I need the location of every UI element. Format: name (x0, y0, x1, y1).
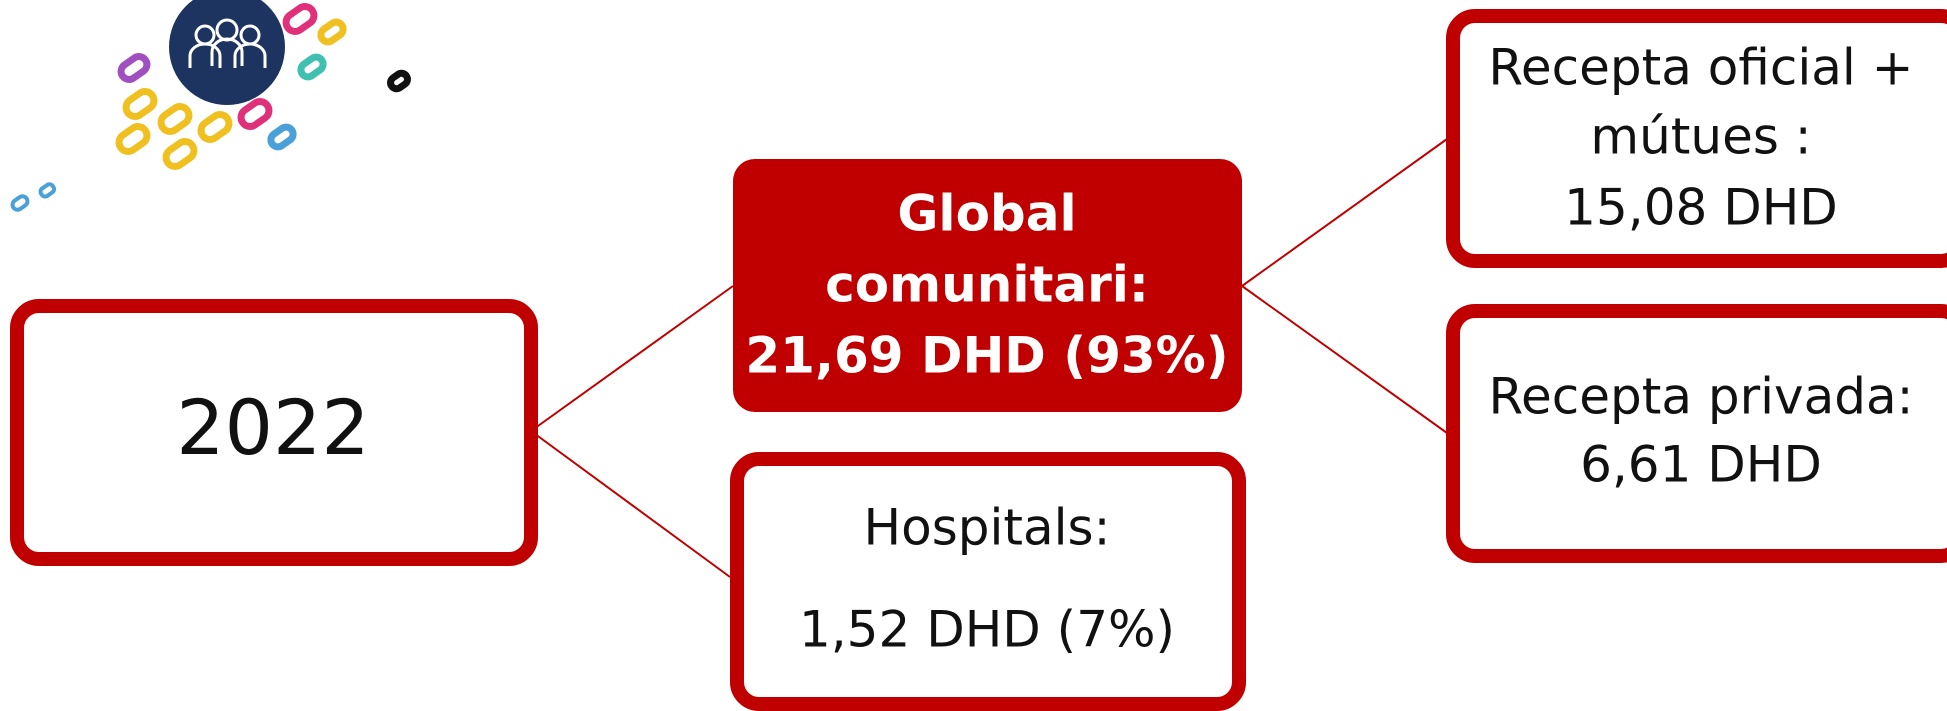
connector (1242, 286, 1447, 433)
node-label: 6,61 DHD (1580, 436, 1822, 494)
node-box (737, 459, 1239, 704)
node-recepta-privada: Recepta privada: 6,61 DHD (1453, 311, 1947, 556)
node-label: 1,52 DHD (7%) (799, 601, 1175, 659)
node-recepta-oficial: Recepta oficial + mútues : 15,08 DHD (1453, 16, 1947, 261)
node-label: 15,08 DHD (1564, 179, 1838, 237)
node-hospitals: Hospitals: 1,52 DHD (7%) (737, 459, 1239, 704)
node-label: Recepta privada: (1488, 368, 1913, 426)
node-label: Recepta oficial + (1488, 39, 1913, 97)
node-2022: 2022 (17, 306, 531, 559)
page: {"nodes": [ {"lines": ["2022"]}, {"lines… (0, 0, 1947, 711)
node-global: Global comunitari: 21,69 DHD (93%) (733, 159, 1242, 412)
logo (11, 0, 410, 212)
node-box (1453, 311, 1947, 556)
connector (1242, 139, 1447, 286)
node-label: 21,69 DHD (93%) (745, 327, 1228, 385)
diagram: 2022 Global comunitari: 21,69 DHD (93%) … (0, 0, 1947, 711)
node-label: comunitari: (825, 256, 1149, 314)
node-label: mútues : (1590, 108, 1811, 166)
node-label: Hospitals: (864, 499, 1111, 557)
connector (531, 286, 733, 431)
node-label: Global (897, 185, 1076, 243)
body: 2022 Global comunitari: 21,69 DHD (93%) … (0, 0, 1947, 711)
connector (531, 431, 730, 577)
node-label: 2022 (176, 383, 369, 472)
